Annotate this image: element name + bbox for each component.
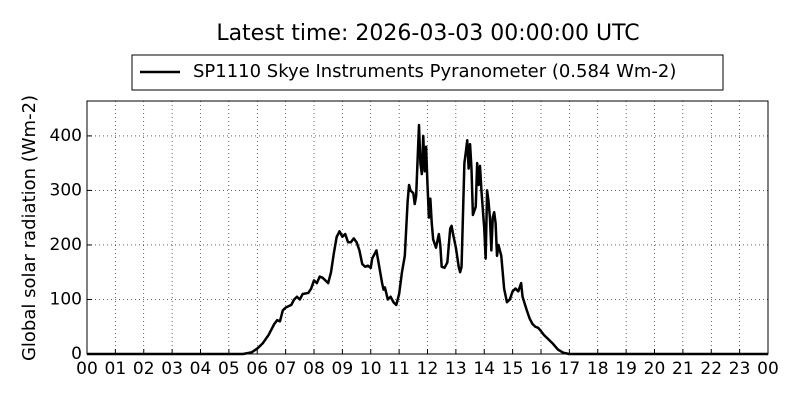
x-tick-label: 00 xyxy=(76,359,98,379)
y-axis-label: Global solar radiation (Wm-2) xyxy=(19,95,40,361)
x-tick-label: 17 xyxy=(559,359,581,379)
x-tick-label: 22 xyxy=(700,359,722,379)
x-tick-label: 03 xyxy=(161,359,183,379)
y-tick-label: 100 xyxy=(50,289,82,309)
legend-label: SP1110 Skye Instruments Pyranometer (0.5… xyxy=(193,61,676,82)
x-tick-label: 09 xyxy=(332,359,354,379)
x-tick-label: 12 xyxy=(417,359,439,379)
x-tick-label: 16 xyxy=(530,359,552,379)
x-tick-label: 19 xyxy=(615,359,637,379)
legend-box xyxy=(131,54,724,91)
x-tick-label: 07 xyxy=(275,359,297,379)
x-tick-label: 20 xyxy=(644,359,666,379)
data-line xyxy=(87,123,768,356)
x-tick-label: 14 xyxy=(473,359,495,379)
y-tick-label: 300 xyxy=(50,180,82,200)
y-tick-label: 400 xyxy=(50,126,82,146)
x-tick-label: 04 xyxy=(190,359,212,379)
x-tick-label: 08 xyxy=(303,359,325,379)
x-tick-label: 11 xyxy=(388,359,410,379)
x-tick-label: 13 xyxy=(445,359,467,379)
chart-title: Latest time: 2026-03-03 00:00:00 UTC xyxy=(216,21,639,46)
y-tick-label: 200 xyxy=(50,235,82,255)
x-tick-label: 06 xyxy=(246,359,268,379)
x-tick-label: 02 xyxy=(133,359,155,379)
x-tick-label: 10 xyxy=(360,359,382,379)
x-tick-label: 18 xyxy=(587,359,609,379)
plot-frame xyxy=(86,100,769,355)
x-tick-label: 15 xyxy=(502,359,524,379)
x-tick-label: 23 xyxy=(729,359,751,379)
x-tick-label: 01 xyxy=(105,359,127,379)
x-tick-label: 00 xyxy=(757,359,779,379)
x-tick-label: 21 xyxy=(672,359,694,379)
y-tick-label: 0 xyxy=(71,344,82,364)
x-tick-label: 05 xyxy=(218,359,240,379)
